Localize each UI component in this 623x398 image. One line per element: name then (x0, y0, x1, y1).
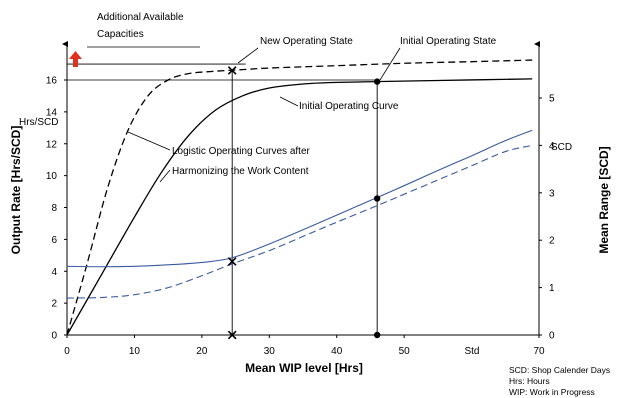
x-tick-label: 40 (331, 346, 343, 357)
y-left-tick-label: 14 (46, 107, 58, 118)
new-operating-state-label: New Operating State (260, 36, 353, 47)
operating-state-dot-marker (373, 331, 381, 339)
y-left-tick-label: 16 (46, 76, 58, 87)
x-axis-title: Mean WIP level [Hrs] (245, 361, 363, 375)
y-left-axis-title: Output Rate [Hrs/SCD] (9, 126, 23, 255)
initial-operating-curve (66, 78, 533, 336)
y-right-tick-label: 0 (549, 331, 555, 342)
new-operating-state-leader (237, 47, 259, 64)
additional-capacities-arrow (69, 51, 82, 67)
additional-capacities-label-line2: Capacities (97, 29, 144, 40)
x-axis-unit-label: Std (464, 346, 479, 357)
initial-operating-curve-label: Initial Operating Curve (299, 101, 399, 112)
left-axis-unit-label: Hrs/SCD (19, 117, 58, 128)
curves (66, 59, 533, 336)
initial-operating-state-label: Initial Operating State (400, 36, 497, 47)
y-right-tick-label: 3 (549, 188, 555, 199)
y-right-tick-label: 4 (549, 141, 555, 152)
logistic-curves-leader-dashed (127, 131, 171, 151)
y-left-tick-label: 6 (51, 235, 57, 246)
additional-capacities-label-line1: Additional Available (97, 12, 184, 23)
initial-operating-state-leader (379, 47, 401, 81)
y-left-tick-label: 2 (51, 299, 57, 310)
footnote-hrs: Hrs: Hours (509, 376, 550, 386)
x-tick-label: 10 (129, 346, 141, 357)
y-right-axis-title: Mean Range [SCD] (597, 146, 611, 253)
right-axis-unit-label: SCD (551, 142, 572, 153)
y-left-tick-label: 12 (46, 139, 58, 150)
footnote-wip: WIP: Work in Progress (509, 387, 595, 397)
x-tick-label: 0 (64, 346, 70, 357)
logistic-curves-label-line2: Harmonizing the Work Content (172, 166, 309, 177)
x-marker-stroke (227, 330, 237, 340)
operating-state-x-marker (227, 330, 237, 340)
x-tick-label: 30 (264, 346, 276, 357)
y-left-tick-label: 10 (46, 171, 58, 182)
x-tick-label: 50 (399, 346, 411, 357)
y-left-tick-label: 0 (51, 331, 57, 342)
state-markers (227, 66, 381, 340)
operating-state-x-marker (227, 257, 237, 266)
logistic-curves-label-line1: Logistic Operating Curves after (172, 146, 311, 157)
x-marker-stroke (227, 257, 237, 266)
footnote-scd: SCD: Shop Calender Days (509, 365, 610, 375)
y-left-tick-label: 4 (51, 267, 57, 278)
operating-state-dot-marker (373, 78, 381, 85)
guide-lines (67, 63, 378, 335)
new-range-curve (66, 144, 533, 299)
logistic-curves-leader-solid (159, 169, 171, 183)
initial-range-curve (66, 129, 533, 268)
y-right-tick-label: 5 (549, 94, 555, 105)
y-left-tick-label: 8 (51, 203, 57, 214)
x-tick-label: 20 (196, 346, 208, 357)
operating-state-dot-marker (373, 195, 381, 202)
initial-operating-curve-leader (279, 96, 299, 107)
x-tick-label: 70 (533, 346, 545, 357)
operating-state-x-marker (227, 66, 237, 75)
x-marker-stroke (227, 66, 237, 75)
y-right-tick-label: 1 (549, 283, 555, 294)
y-right-tick-label: 2 (549, 236, 555, 247)
